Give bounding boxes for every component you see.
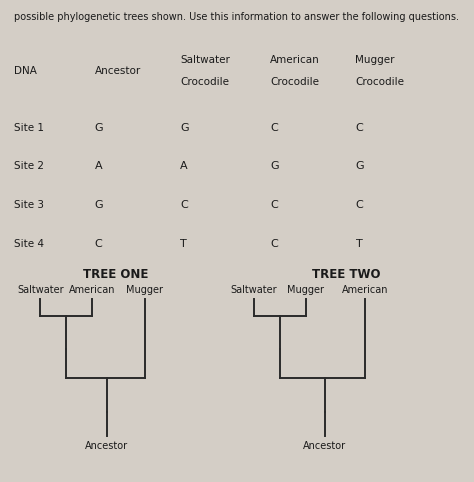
Text: A: A [180,161,188,172]
Text: G: G [356,161,364,172]
Text: TREE TWO: TREE TWO [312,268,380,281]
Text: Site 4: Site 4 [14,239,44,249]
Text: C: C [270,239,278,249]
Text: C: C [270,200,278,210]
Text: Ancestor: Ancestor [85,441,128,451]
Text: Saltwater: Saltwater [180,55,230,66]
Text: G: G [180,123,189,133]
Text: C: C [180,200,188,210]
Text: C: C [356,200,363,210]
Text: Mugger: Mugger [356,55,395,66]
Text: Saltwater: Saltwater [17,285,64,295]
Text: Mugger: Mugger [287,285,324,295]
Text: Crocodile: Crocodile [270,77,319,87]
Text: Crocodile: Crocodile [356,77,404,87]
Text: American: American [342,285,388,295]
Text: G: G [95,123,103,133]
Text: possible phylogenetic trees shown. Use this information to answer the following : possible phylogenetic trees shown. Use t… [15,12,459,22]
Text: T: T [356,239,362,249]
Text: Mugger: Mugger [126,285,163,295]
Text: DNA: DNA [14,66,37,76]
Text: G: G [95,200,103,210]
Text: Ancestor: Ancestor [303,441,346,451]
Text: Site 1: Site 1 [14,123,44,133]
Text: Site 2: Site 2 [14,161,44,172]
Text: American: American [69,285,116,295]
Text: T: T [180,239,187,249]
Text: A: A [95,161,102,172]
Text: Site 3: Site 3 [14,200,44,210]
Text: Crocodile: Crocodile [180,77,229,87]
Text: C: C [270,123,278,133]
Text: Saltwater: Saltwater [230,285,277,295]
Text: American: American [270,55,320,66]
Text: C: C [356,123,363,133]
Text: TREE ONE: TREE ONE [83,268,149,281]
Text: C: C [95,239,102,249]
Text: G: G [270,161,279,172]
Text: Ancestor: Ancestor [95,66,141,76]
